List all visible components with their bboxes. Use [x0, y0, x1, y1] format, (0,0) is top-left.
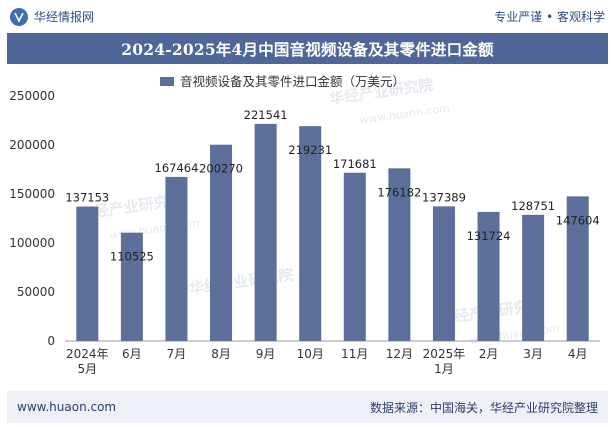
data-label: 137389	[422, 190, 466, 204]
brand: 华经情报网	[10, 7, 95, 26]
legend: 音视频设备及其零件进口金额（万美元）	[160, 74, 405, 89]
x-tick-label: 6月	[122, 347, 142, 361]
x-tick-label: 2025年	[423, 347, 466, 361]
data-label: 128751	[511, 199, 555, 213]
footer-url[interactable]: www.huaon.com	[17, 400, 117, 414]
data-source: 数据来源：中国海关，华经产业研究院整理	[369, 400, 598, 415]
x-tick-label: 2024年	[66, 347, 109, 361]
y-axis: 0 50000 100000 150000 200000 250000	[9, 89, 600, 348]
x-tick-label: 7月	[167, 347, 187, 361]
y-tick-label: 100000	[9, 236, 55, 250]
data-label: 171681	[333, 157, 377, 171]
bar	[120, 232, 143, 341]
data-label: 167464	[155, 161, 199, 175]
x-tick-label: 5月	[77, 362, 97, 376]
bar	[388, 168, 411, 341]
data-label: 131724	[467, 229, 511, 243]
x-tick-label: 1月	[434, 362, 454, 376]
bar	[254, 123, 277, 341]
y-tick-label: 250000	[9, 89, 55, 103]
slogan: 专业严谨 • 客观科学	[494, 10, 605, 24]
x-tick-label: 2月	[479, 347, 499, 361]
data-label: 219231	[288, 143, 332, 157]
watermark-url: www.huaon.com	[359, 101, 451, 127]
data-label: 200270	[199, 162, 243, 176]
legend-swatch	[160, 77, 174, 86]
bar	[165, 176, 188, 341]
data-label: 221541	[244, 108, 288, 122]
hj-logo-icon	[10, 7, 28, 26]
y-tick-label: 0	[47, 334, 55, 348]
data-label: 176182	[377, 185, 421, 199]
legend-label: 音视频设备及其零件进口金额（万美元）	[180, 74, 405, 89]
x-tick-label: 3月	[523, 347, 543, 361]
top-bar: 华经情报网 专业严谨 • 客观科学	[0, 0, 615, 33]
bars	[76, 123, 589, 341]
footer: www.huaon.com 数据来源：中国海关，华经产业研究院整理	[7, 391, 608, 423]
watermark-text: 华经产业研究院	[188, 266, 294, 298]
bar	[299, 126, 322, 341]
data-label: 137153	[65, 191, 109, 205]
x-tick-label: 4月	[568, 347, 588, 361]
title-band: 2024-2025年4月中国音视频设备及其零件进口金额	[7, 33, 608, 64]
brand-name: 华经情报网	[34, 10, 95, 24]
bar	[477, 211, 500, 341]
x-tick-label: 8月	[211, 347, 231, 361]
x-tick-label: 11月	[341, 347, 368, 361]
x-tick-label: 9月	[256, 347, 276, 361]
bar	[210, 144, 233, 341]
bar	[76, 206, 99, 341]
chart-title: 2024-2025年4月中国音视频设备及其零件进口金额	[121, 39, 494, 59]
bar	[343, 172, 366, 341]
y-tick-label: 200000	[9, 138, 55, 152]
data-label: 110525	[110, 250, 154, 264]
data-labels: 137153 110525 167464 200270 221541 2192311716…	[65, 108, 599, 264]
bar	[566, 196, 589, 341]
x-tick-label: 12月	[386, 347, 413, 361]
x-tick-label: 10月	[297, 347, 324, 361]
bar	[522, 214, 545, 341]
data-label: 147604	[556, 213, 600, 227]
bar	[432, 206, 455, 341]
y-tick-label: 50000	[17, 285, 55, 299]
bar-chart: 华经产业研究院华经产业研究院华经产业研究院华经产业研究院www.huaon.co…	[9, 74, 600, 376]
y-tick-label: 150000	[9, 187, 55, 201]
